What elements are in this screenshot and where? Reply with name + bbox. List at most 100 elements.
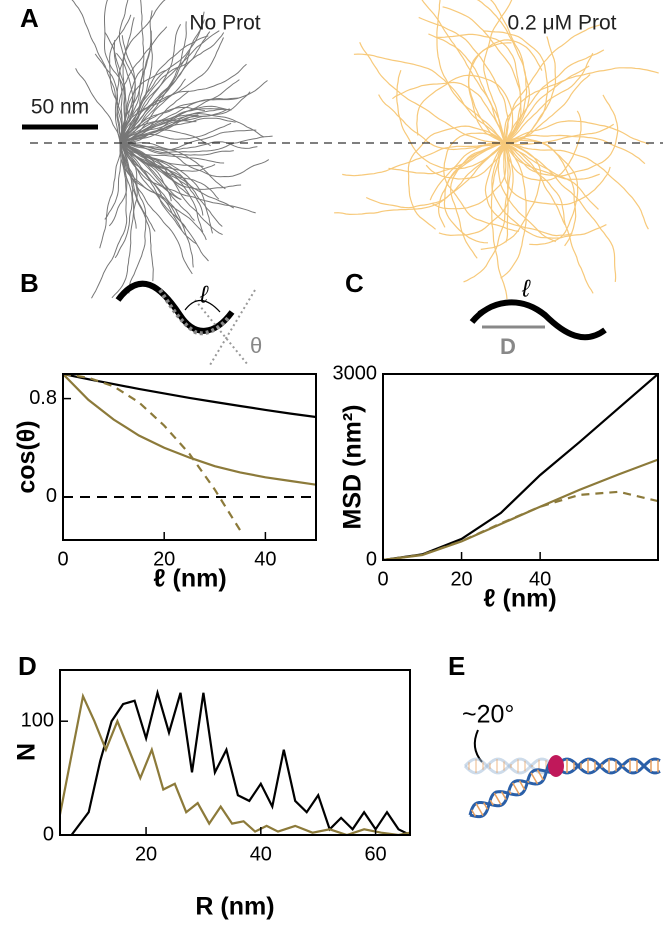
trajectory — [119, 91, 251, 144]
trajectory — [334, 142, 506, 216]
trajectory — [359, 41, 506, 144]
msd-diagram — [469, 299, 607, 341]
trajectory — [119, 11, 205, 144]
base-pair — [536, 769, 544, 781]
series-line — [70, 688, 410, 835]
trajectory — [504, 142, 599, 210]
trajectory — [491, 142, 607, 239]
y-axis-label: MSD (nm²) — [339, 405, 367, 530]
trajectory — [436, 0, 506, 144]
trajectory — [119, 30, 153, 144]
trajectory — [119, 23, 182, 144]
trajectory — [504, 137, 577, 247]
trajectory — [504, 52, 594, 144]
y-tick-label: 3000 — [333, 362, 378, 384]
trajectory — [438, 142, 514, 237]
series-line — [383, 374, 658, 560]
trajectory — [104, 142, 122, 220]
trajectory — [443, 142, 506, 244]
trajectory — [119, 63, 247, 144]
y-tick-label: 0 — [46, 485, 57, 507]
trajectory — [119, 35, 136, 144]
trajectory — [111, 142, 138, 299]
trajectory — [119, 35, 209, 144]
trajectory — [342, 142, 506, 177]
trajectory — [467, 39, 543, 144]
trajectory — [119, 79, 240, 144]
trajectory — [504, 139, 579, 246]
series-line — [60, 692, 410, 835]
x-tick-label: 20 — [450, 568, 472, 590]
trajectory — [91, 142, 128, 299]
trajectory — [396, 70, 506, 170]
trajectory — [119, 32, 225, 144]
series-line — [63, 374, 316, 486]
trajectory — [480, 142, 542, 250]
base-pair — [530, 772, 539, 785]
trajectory — [504, 65, 590, 144]
panel-label: A — [20, 3, 39, 33]
trajectory — [443, 132, 520, 232]
trajectory — [119, 17, 135, 144]
helix-strand — [554, 757, 661, 775]
series-line — [383, 458, 658, 560]
dna-diagram — [463, 755, 661, 819]
trajectory — [416, 74, 514, 144]
plot-frame — [59, 669, 411, 836]
trajectory — [119, 142, 190, 196]
base-pair — [512, 782, 521, 795]
diagram-label: ℓ — [521, 275, 531, 302]
trajectories — [71, 0, 659, 300]
trajectory — [463, 142, 511, 283]
trajectory — [119, 19, 205, 144]
diagram-label: ℓ — [199, 281, 209, 308]
trajectory — [119, 142, 137, 229]
panel-label: B — [20, 268, 39, 298]
diagram-label: θ — [250, 333, 262, 358]
trajectory — [119, 105, 232, 144]
trajectory — [119, 21, 187, 144]
x-tick-label: 40 — [529, 568, 551, 590]
series-line — [383, 490, 658, 560]
base-pair — [508, 790, 512, 795]
x-tick-label: 20 — [135, 843, 157, 865]
scale-bar-label: 50 nm — [31, 96, 89, 119]
trajectory — [353, 53, 506, 144]
trajectory — [109, 14, 132, 144]
trajectory — [504, 142, 594, 294]
plot-frame — [62, 373, 317, 541]
panel-label: D — [18, 651, 37, 681]
y-axis-label: N — [13, 743, 41, 761]
trajectory — [484, 142, 573, 237]
y-tick-label: 0 — [43, 823, 54, 845]
trajectory — [504, 142, 649, 230]
y-axis-label: cos(θ) — [13, 420, 41, 493]
helix-strand — [554, 757, 661, 775]
trajectory — [388, 142, 506, 175]
angle-arc — [473, 729, 483, 763]
trajectory — [119, 114, 199, 144]
trajectory — [119, 142, 156, 232]
trajectory — [365, 142, 506, 209]
trajectory — [119, 142, 225, 164]
trajectory — [429, 142, 506, 201]
trajectory — [503, 142, 611, 206]
trajectory — [119, 129, 211, 147]
protein — [548, 755, 564, 777]
trajectory — [418, 16, 509, 144]
trajectory — [108, 142, 128, 227]
trajectory — [119, 142, 235, 209]
helix-strand — [463, 757, 557, 775]
plot-frame — [382, 373, 659, 561]
y-tick-label: 0 — [366, 548, 377, 570]
y-tick-label: 100 — [21, 709, 54, 731]
series-line — [63, 374, 242, 531]
base-pair — [493, 792, 502, 806]
x-axis-label: R (nm) — [195, 893, 274, 921]
trajectory — [116, 26, 168, 143]
trajectory — [119, 142, 194, 268]
x-axis-label: ℓ (nm) — [153, 565, 226, 593]
trajectory — [119, 37, 224, 144]
y-tick-label: 0.8 — [29, 387, 57, 409]
